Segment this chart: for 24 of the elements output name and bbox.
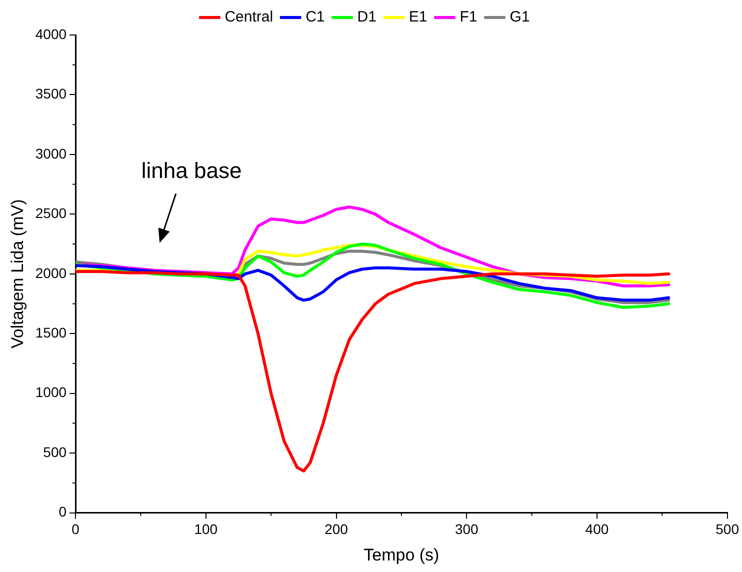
x-axis-title: Tempo (s): [364, 545, 440, 564]
y-tick-label: 0: [58, 504, 67, 520]
y-tick-label: 2000: [35, 264, 67, 281]
x-tick-label: 200: [324, 521, 348, 538]
y-tick-label: 500: [43, 444, 67, 460]
y-tick-label: 4000: [35, 26, 67, 42]
x-tick-label: 0: [72, 521, 80, 538]
legend-label: Central: [224, 8, 274, 26]
y-tick-label: 3000: [35, 145, 67, 162]
legend-label: C1: [306, 8, 325, 26]
legend-label: G1: [510, 8, 530, 26]
legend-label: F1: [460, 8, 478, 26]
x-tick-label: 500: [716, 521, 740, 538]
y-tick-label: 1000: [35, 384, 67, 400]
y-tick-label: 1500: [35, 324, 67, 340]
y-tick-label: 3500: [35, 86, 67, 102]
legend-label: D1: [357, 8, 376, 26]
y-axis-title: Voltagem Lida (mV): [8, 199, 27, 349]
x-tick-label: 100: [194, 521, 218, 538]
y-tick-label: 2500: [35, 205, 67, 222]
x-tick-label: 300: [454, 521, 479, 538]
annotation: linha base: [141, 158, 242, 184]
legend-label: E1: [408, 8, 428, 26]
x-tick-label: 400: [585, 521, 609, 538]
